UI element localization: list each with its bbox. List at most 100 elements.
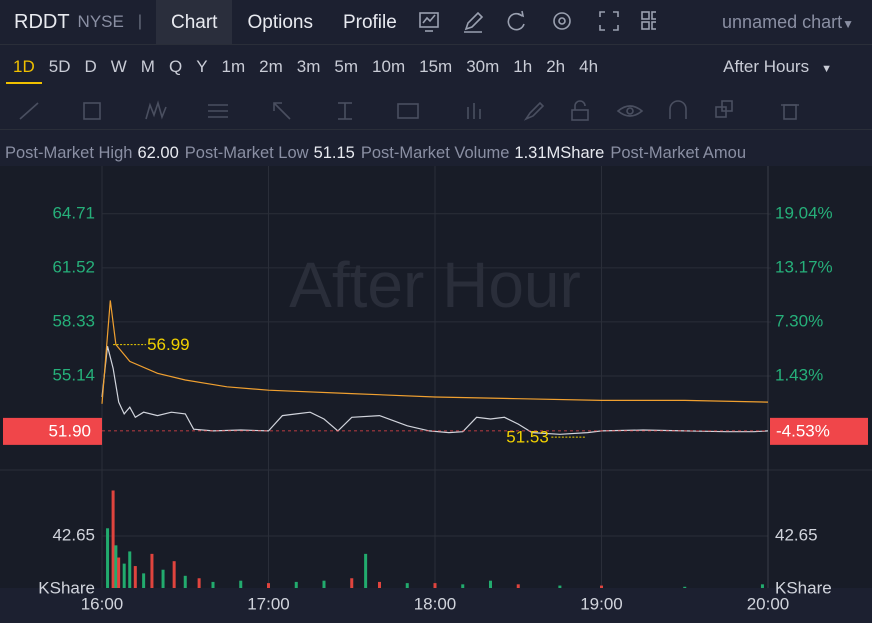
volume-bar <box>150 553 154 588</box>
timeframe-bar: After Hours ▼ 1D 5D D W M Q Y 1m 2m 3m 5m 10m 15m 30m 1… <box>0 50 872 84</box>
timeframe[interactable]: M <box>140 57 155 76</box>
tab[interactable]: Profile <box>342 11 397 33</box>
volume-bar <box>239 580 243 588</box>
refresh-icon[interactable] <box>507 10 525 31</box>
timeframe[interactable]: 1m <box>221 57 246 76</box>
indicator-icon[interactable] <box>419 12 439 32</box>
stat-label: Post-Market High <box>5 143 133 162</box>
annotation-label: 56.99 <box>147 335 190 354</box>
x-tick-label: 18:00 <box>414 594 457 613</box>
measure-tool[interactable] <box>338 101 352 120</box>
timeframe[interactable]: 1D <box>6 50 42 84</box>
volume-bar <box>133 566 137 588</box>
price-line <box>101 346 769 435</box>
pattern-tool[interactable] <box>145 99 167 119</box>
arrow-tool[interactable] <box>273 101 291 120</box>
timeframe[interactable]: 4h <box>579 57 599 76</box>
trend-tool[interactable] <box>19 101 39 120</box>
stats-bar: Post-Market High 62.00 Post-Market Low 51.1… <box>0 140 872 166</box>
volume-bar <box>117 557 121 588</box>
timeframe[interactable]: 2h <box>546 57 566 76</box>
volume-bar <box>516 584 520 588</box>
timeframe[interactable]: 5D <box>48 57 71 76</box>
tab[interactable]: Options <box>247 11 313 33</box>
timeframe[interactable]: Q <box>168 57 183 76</box>
timeframe[interactable]: 30m <box>466 57 500 76</box>
stat-value: 62.00 <box>137 143 179 162</box>
exchange: NYSE <box>77 12 124 31</box>
volume-bar <box>760 584 764 588</box>
y2-tick-label: 19.04% <box>775 203 833 222</box>
annotation-label: 51.53 <box>506 428 549 447</box>
volume-bar <box>558 585 562 588</box>
volume-bar <box>114 545 118 588</box>
symbol: RDDT <box>14 10 70 33</box>
dropdown-arrow: ▼ <box>842 16 854 31</box>
brush-tool[interactable] <box>523 101 545 121</box>
y-tick-label: 61.52 <box>52 257 95 276</box>
volume-bar <box>433 583 437 588</box>
volume-bar <box>364 553 368 588</box>
delete-tool[interactable] <box>781 103 799 120</box>
stat-value: 51.15 <box>313 143 355 162</box>
stat-value: 1.31MShare <box>514 143 605 162</box>
eye-tool[interactable] <box>616 104 644 117</box>
text-tool[interactable] <box>397 102 419 119</box>
volume-bar <box>106 528 110 588</box>
volume-bar <box>183 575 187 588</box>
timeframe[interactable]: 2m <box>259 57 283 76</box>
clone-tool[interactable] <box>715 99 733 118</box>
volume-bar <box>378 581 381 588</box>
y2-tick-label: 7.30% <box>775 312 823 331</box>
volume-tick-label: 42.65 <box>52 525 95 544</box>
timeframe[interactable]: Y <box>196 57 208 76</box>
fullscreen-icon[interactable] <box>599 11 619 31</box>
volume-bar <box>267 583 270 588</box>
timeframe[interactable]: 10m <box>372 57 406 76</box>
stat-label: Post-Market Low <box>184 143 309 162</box>
dropdown-arrow: ▼ <box>821 63 832 75</box>
chart-name[interactable]: unnamed chart▼ <box>722 12 854 33</box>
timeframe[interactable]: 15m <box>419 57 453 76</box>
x-tick-label: 19:00 <box>580 594 623 613</box>
fib-tool[interactable] <box>208 103 228 118</box>
settings-icon[interactable] <box>553 12 571 30</box>
volume-bar <box>172 561 176 588</box>
y-tick-label: 58.33 <box>52 311 95 330</box>
rect-tool[interactable] <box>83 101 101 120</box>
timeframe[interactable]: D <box>84 57 97 76</box>
change-label: -4.53% <box>776 421 830 440</box>
layout-icon[interactable] <box>641 11 656 30</box>
separator: | <box>137 13 142 30</box>
drawing-toolbar <box>0 92 872 130</box>
y-tick-label: 55.14 <box>52 365 95 384</box>
volume-bar <box>405 583 409 588</box>
volume-bar <box>294 581 298 588</box>
stat-label: Post-Market Volume <box>360 143 510 162</box>
timeframe[interactable]: W <box>110 57 127 76</box>
volume-tick-label: 42.65 <box>775 525 818 544</box>
volume-bar <box>489 580 492 588</box>
volume-bar <box>683 586 687 588</box>
magnet-tool[interactable] <box>669 99 687 119</box>
timeframe[interactable]: 3m <box>296 57 321 76</box>
toolbar-icons <box>19 99 799 121</box>
price-line <box>101 300 769 404</box>
last-price-tag <box>3 417 102 445</box>
y2-tick-label: 1.43% <box>775 366 823 385</box>
x-tick-label: 16:00 <box>81 594 124 613</box>
volume-bar <box>211 581 215 588</box>
plot-background <box>0 166 872 588</box>
volume-bar <box>111 490 115 588</box>
draw-icon[interactable] <box>463 11 483 33</box>
timeframe[interactable]: 5m <box>334 57 359 76</box>
volume-bar <box>122 563 126 588</box>
bars-tool[interactable] <box>467 102 481 119</box>
lock-tool[interactable] <box>571 99 589 121</box>
timeframe[interactable]: 1h <box>513 57 533 76</box>
volume-bar <box>161 569 165 588</box>
volume-bar <box>197 578 201 588</box>
session-select[interactable]: After Hours ▼ <box>723 57 832 77</box>
tab[interactable]: Chart <box>156 0 233 44</box>
